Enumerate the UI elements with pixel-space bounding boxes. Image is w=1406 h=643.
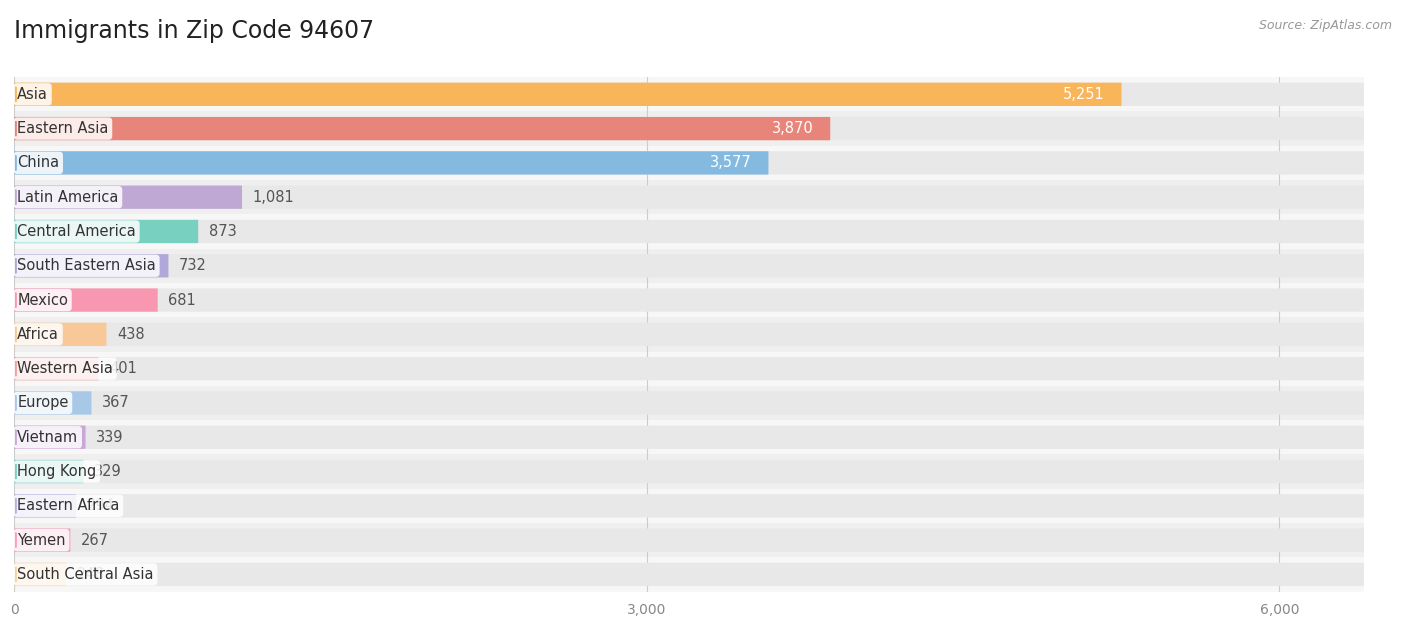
FancyBboxPatch shape	[14, 529, 1364, 552]
Text: Europe: Europe	[17, 395, 69, 410]
FancyBboxPatch shape	[14, 117, 830, 140]
Bar	[14, 386, 1364, 420]
Bar	[14, 489, 1364, 523]
FancyBboxPatch shape	[14, 186, 1364, 209]
FancyBboxPatch shape	[14, 529, 70, 552]
FancyBboxPatch shape	[14, 151, 769, 174]
FancyBboxPatch shape	[14, 323, 107, 346]
Text: 732: 732	[179, 258, 207, 273]
Text: Immigrants in Zip Code 94607: Immigrants in Zip Code 94607	[14, 19, 374, 43]
Text: 873: 873	[208, 224, 236, 239]
Text: 401: 401	[110, 361, 136, 376]
FancyBboxPatch shape	[14, 289, 1364, 312]
Text: Western Asia: Western Asia	[17, 361, 112, 376]
Text: Africa: Africa	[17, 327, 59, 342]
FancyBboxPatch shape	[14, 426, 1364, 449]
Bar	[14, 420, 1364, 455]
Text: 294: 294	[87, 498, 114, 513]
FancyBboxPatch shape	[14, 289, 157, 312]
Text: 267: 267	[82, 532, 108, 548]
FancyBboxPatch shape	[14, 220, 1364, 243]
Text: 367: 367	[103, 395, 129, 410]
FancyBboxPatch shape	[14, 254, 1364, 277]
Text: 1,081: 1,081	[253, 190, 294, 204]
Text: Mexico: Mexico	[17, 293, 67, 307]
FancyBboxPatch shape	[14, 186, 242, 209]
FancyBboxPatch shape	[14, 563, 1364, 586]
FancyBboxPatch shape	[14, 392, 91, 415]
Text: 3,577: 3,577	[710, 156, 752, 170]
Text: Hong Kong: Hong Kong	[17, 464, 97, 479]
Bar	[14, 352, 1364, 386]
Text: Source: ZipAtlas.com: Source: ZipAtlas.com	[1258, 19, 1392, 32]
Text: 438: 438	[117, 327, 145, 342]
FancyBboxPatch shape	[14, 117, 1364, 140]
Text: 3,870: 3,870	[772, 121, 813, 136]
Bar	[14, 214, 1364, 249]
Text: South Eastern Asia: South Eastern Asia	[17, 258, 156, 273]
Text: Central America: Central America	[17, 224, 136, 239]
Text: Eastern Africa: Eastern Africa	[17, 498, 120, 513]
FancyBboxPatch shape	[14, 151, 1364, 174]
Bar	[14, 77, 1364, 111]
FancyBboxPatch shape	[14, 220, 198, 243]
FancyBboxPatch shape	[14, 83, 1122, 106]
Text: 339: 339	[96, 430, 124, 445]
Text: 329: 329	[94, 464, 122, 479]
FancyBboxPatch shape	[14, 392, 1364, 415]
Text: Vietnam: Vietnam	[17, 430, 79, 445]
Bar	[14, 249, 1364, 283]
Bar	[14, 523, 1364, 557]
Bar	[14, 283, 1364, 317]
FancyBboxPatch shape	[14, 460, 1364, 483]
Bar	[14, 317, 1364, 352]
FancyBboxPatch shape	[14, 83, 1364, 106]
FancyBboxPatch shape	[14, 357, 98, 380]
Text: Eastern Asia: Eastern Asia	[17, 121, 108, 136]
Bar	[14, 146, 1364, 180]
Text: Asia: Asia	[17, 87, 48, 102]
Bar	[14, 557, 1364, 592]
Bar	[14, 180, 1364, 214]
FancyBboxPatch shape	[14, 323, 1364, 346]
FancyBboxPatch shape	[14, 357, 1364, 380]
Text: South Central Asia: South Central Asia	[17, 567, 153, 582]
Text: 5,251: 5,251	[1063, 87, 1105, 102]
FancyBboxPatch shape	[14, 460, 83, 483]
Text: 681: 681	[169, 293, 195, 307]
Text: China: China	[17, 156, 59, 170]
FancyBboxPatch shape	[14, 494, 76, 518]
Text: Latin America: Latin America	[17, 190, 118, 204]
FancyBboxPatch shape	[14, 254, 169, 277]
Bar	[14, 111, 1364, 146]
Text: 248: 248	[77, 567, 105, 582]
FancyBboxPatch shape	[14, 563, 66, 586]
FancyBboxPatch shape	[14, 426, 86, 449]
FancyBboxPatch shape	[14, 494, 1364, 518]
Text: Yemen: Yemen	[17, 532, 66, 548]
Bar	[14, 455, 1364, 489]
